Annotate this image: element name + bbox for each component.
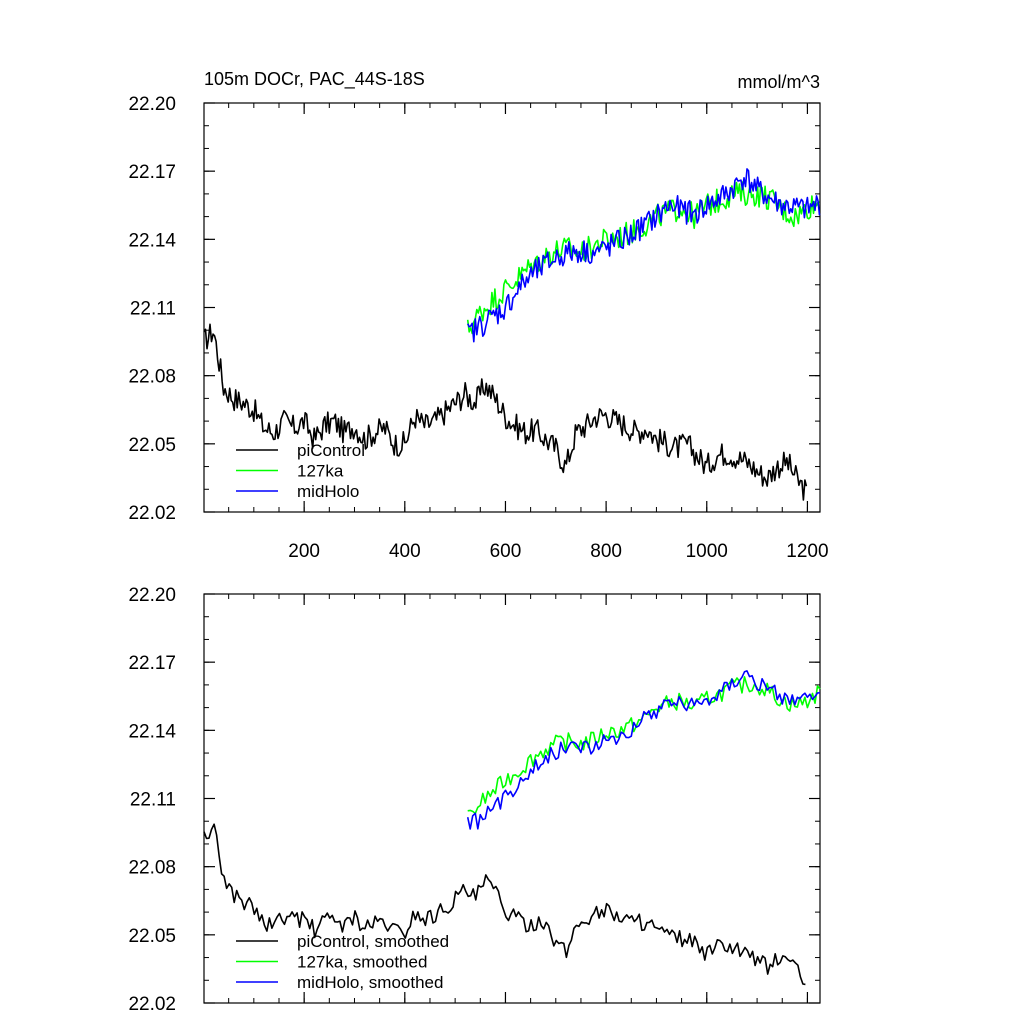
series-line-picontrol xyxy=(203,323,808,501)
series-line-127ka-smoothed xyxy=(467,676,821,815)
y-tick-label: 22.14 xyxy=(128,230,176,251)
y-tick-label: 22.17 xyxy=(128,162,176,183)
x-tick-label: 400 xyxy=(389,541,421,562)
y-tick-label: 22.02 xyxy=(128,503,176,524)
y-tick-label: 22.17 xyxy=(128,653,176,674)
y-tick-label: 22.08 xyxy=(128,367,176,388)
y-tick-label: 22.20 xyxy=(128,585,176,606)
y-tick-label: 22.05 xyxy=(128,435,176,456)
x-tick-label: 200 xyxy=(288,541,320,562)
top-panel: 22.02 22.05 22.08 22.11 22.14 22.17 22.20 200 40… xyxy=(128,69,828,562)
y-tick-label: 22.20 xyxy=(128,94,176,115)
x-tick-label: 600 xyxy=(490,541,522,562)
y-tick-label: 22.02 xyxy=(128,994,176,1015)
legend-label: piControl, smoothed xyxy=(297,932,449,951)
legend-label: midHolo xyxy=(297,482,359,501)
y-tick-label: 22.11 xyxy=(130,299,176,320)
legend-label: piControl xyxy=(297,441,365,460)
legend-label: midHolo, smoothed xyxy=(297,973,443,992)
x-tick-label: 800 xyxy=(590,541,622,562)
legend-label: 127ka xyxy=(297,462,344,481)
series-line-picontrol-smoothed xyxy=(203,823,806,986)
legend-label: 127ka, smoothed xyxy=(297,953,427,972)
x-tick-label: 1200 xyxy=(786,541,828,562)
units-label: mmol/m^3 xyxy=(738,72,820,92)
y-tick-label: 22.05 xyxy=(128,926,176,947)
chart-title: 105m DOCr, PAC_44S-18S xyxy=(204,69,425,90)
y-tick-label: 22.14 xyxy=(128,721,176,742)
y-tick-label: 22.11 xyxy=(130,790,176,811)
y-tick-label: 22.08 xyxy=(128,858,176,879)
series-line-midholo-smoothed xyxy=(466,670,821,830)
bottom-panel: 22.02 22.05 22.08 22.11 22.14 22.17 22.20 piCon… xyxy=(128,585,821,1015)
series-line-midholo xyxy=(466,168,821,343)
series-line-127ka xyxy=(466,181,820,335)
x-tick-label: 1000 xyxy=(686,541,728,562)
